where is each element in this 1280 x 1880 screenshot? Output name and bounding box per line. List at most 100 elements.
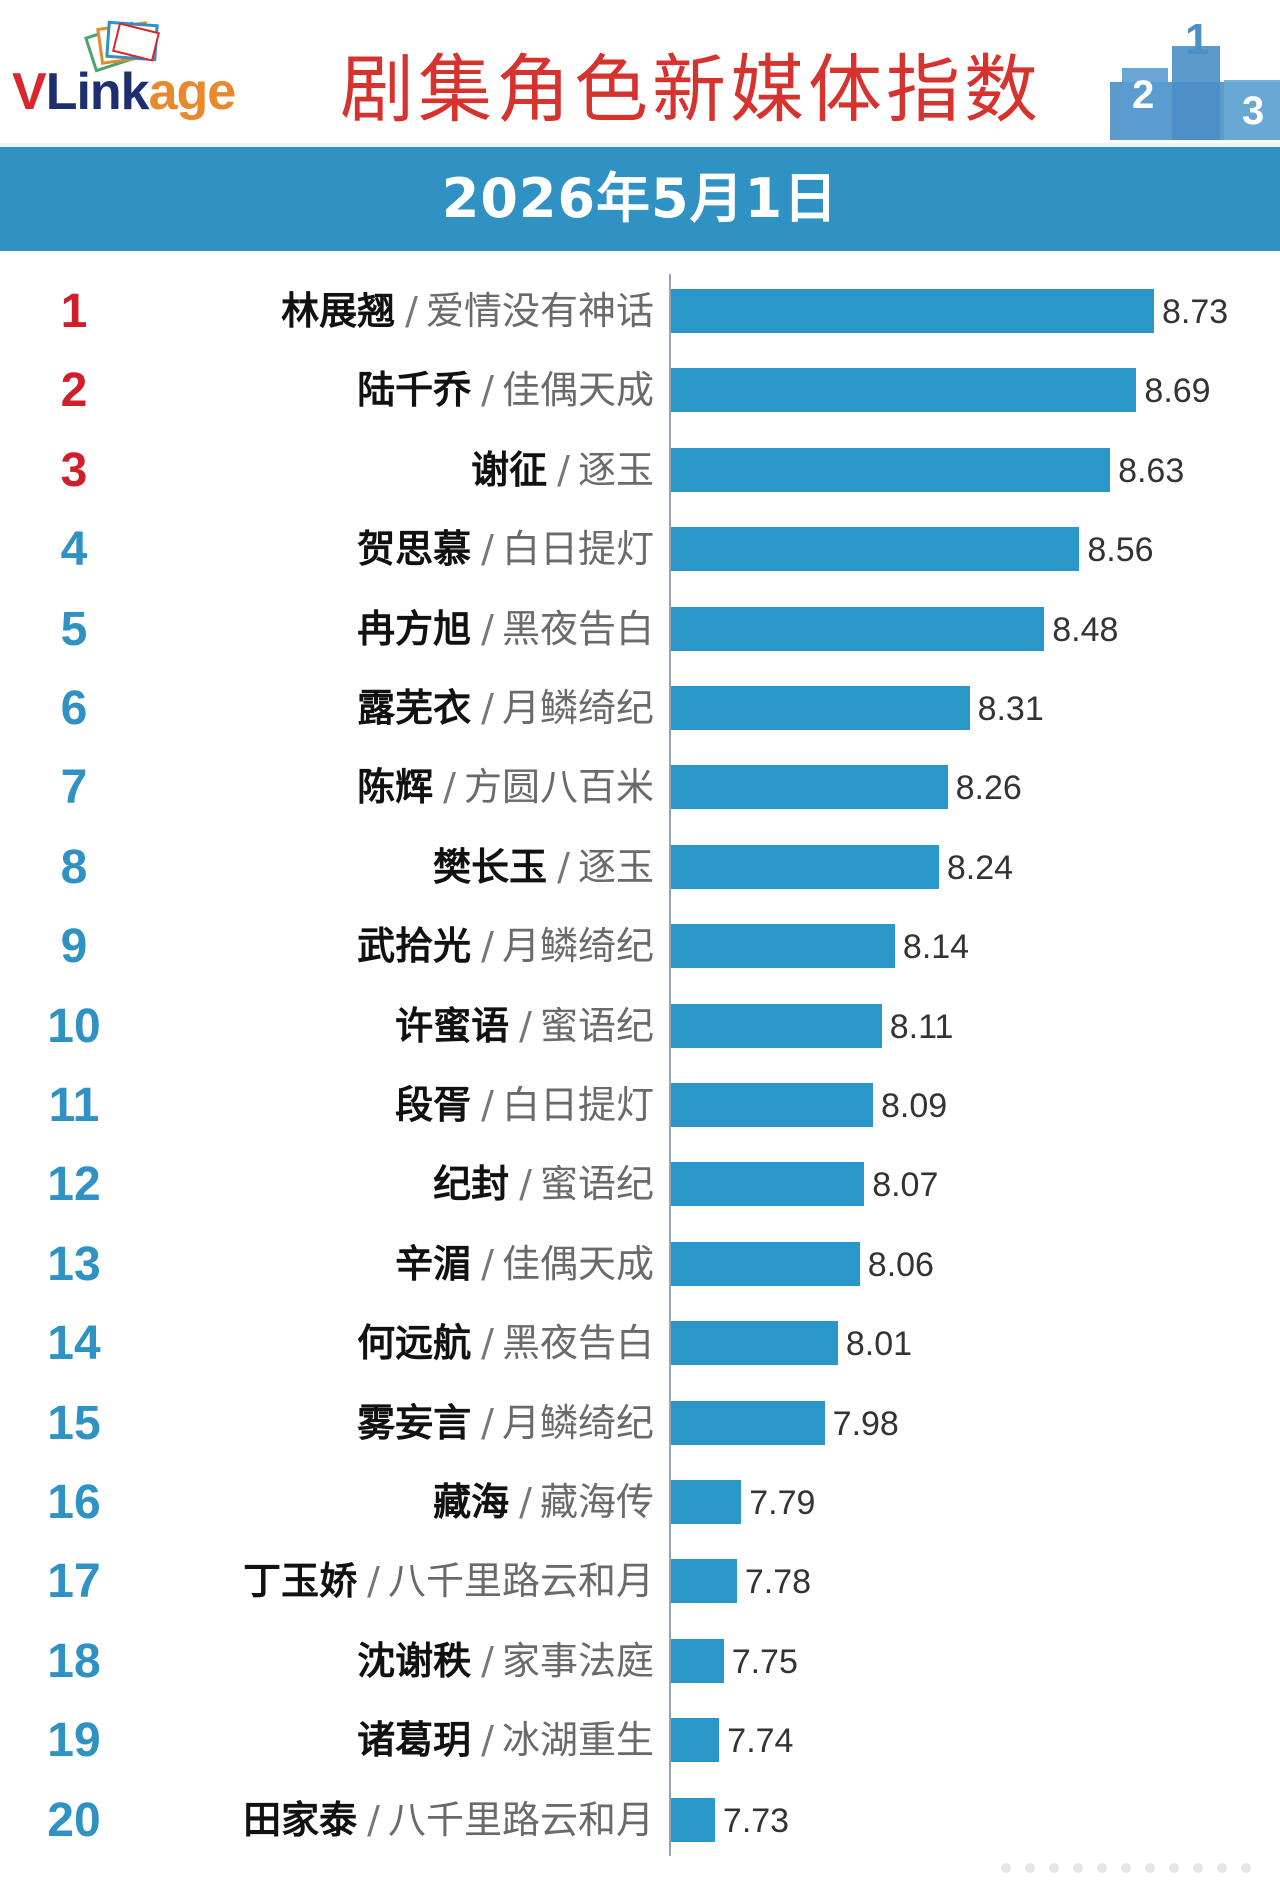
character-name: 沈谢秩 <box>357 1638 472 1683</box>
category-label: 雾妄言 / 月鳞绮纪 <box>357 1400 654 1446</box>
value-label: 7.73 <box>722 1801 790 1840</box>
bar <box>671 1241 860 1286</box>
ranking-bar-chart: 1 林展翘 / 爱情没有神话 8.73 2 陆千乔 / 佳偶天成 8.69 3 谢征 / 逐玉 8.63 4 贺… <box>0 270 1280 1860</box>
bar <box>671 1083 873 1127</box>
value-label: 8.69 <box>1144 372 1211 411</box>
podium-icon: 2 1 3 <box>1110 15 1280 140</box>
character-name: 雾妄言 <box>357 1400 472 1445</box>
bar <box>671 1480 742 1524</box>
character-name: 冉方旭 <box>357 606 472 651</box>
bar <box>671 289 1154 333</box>
chart-row: 10 许蜜语 / 蜜语纪 8.11 <box>0 985 1280 1064</box>
label-separator: / <box>481 368 494 413</box>
label-separator: / <box>481 606 494 651</box>
character-name: 武拾光 <box>357 924 472 969</box>
character-name: 许蜜语 <box>395 1003 510 1048</box>
category-label: 许蜜语 / 蜜语纪 <box>395 1003 654 1049</box>
category-label: 纪封 / 蜜语纪 <box>433 1161 654 1207</box>
category-label: 丁玉娇 / 八千里路云和月 <box>243 1558 654 1604</box>
bar <box>671 527 1080 572</box>
character-name: 纪封 <box>433 1162 510 1207</box>
value-label: 7.74 <box>727 1722 794 1761</box>
rank-number: 1 <box>60 285 88 338</box>
category-label: 陆千乔 / 佳偶天成 <box>357 367 654 413</box>
character-name: 何远航 <box>357 1321 472 1366</box>
label-separator: / <box>443 765 456 810</box>
bar <box>671 447 1111 492</box>
drama-title: 佳偶天成 <box>501 1241 654 1286</box>
svg-text:2: 2 <box>1132 73 1154 117</box>
chart-row: 8 樊长玉 / 逐玉 8.24 <box>0 826 1280 905</box>
drama-title: 月鳞绮纪 <box>501 686 654 730</box>
value-label: 8.07 <box>872 1166 939 1205</box>
drama-title: 蜜语纪 <box>539 1003 654 1048</box>
rank-number: 18 <box>47 1634 101 1688</box>
bar <box>671 1559 737 1604</box>
character-name: 丁玉娇 <box>243 1559 358 1604</box>
chart-row: 6 露芜衣 / 月鳞绮纪 8.31 <box>0 667 1280 746</box>
drama-title: 冰湖重生 <box>501 1718 654 1763</box>
value-label: 8.63 <box>1118 451 1185 490</box>
bar <box>671 765 948 810</box>
bar <box>671 686 970 730</box>
drama-title: 家事法庭 <box>501 1638 654 1683</box>
label-separator: / <box>519 1480 532 1524</box>
rank-number: 11 <box>48 1079 100 1132</box>
svg-text:1: 1 <box>1185 15 1209 64</box>
character-name: 林展翘 <box>281 289 396 333</box>
rank-number: 4 <box>60 523 88 577</box>
value-label: 8.24 <box>946 848 1014 887</box>
label-separator: / <box>519 1162 532 1207</box>
drama-title: 逐玉 <box>577 447 654 492</box>
value-label: 8.01 <box>845 1325 913 1364</box>
value-label: 8.31 <box>977 690 1044 728</box>
chart-row: 1 林展翘 / 爱情没有神话 8.73 <box>0 270 1280 349</box>
drama-title: 八千里路云和月 <box>387 1797 654 1842</box>
bar <box>671 1321 838 1366</box>
rank-number: 16 <box>47 1476 101 1529</box>
category-label: 陈辉 / 方圆八百米 <box>357 764 654 810</box>
label-separator: / <box>481 1321 494 1366</box>
logo-cards-icon <box>84 20 161 73</box>
chart-row: 17 丁玉娇 / 八千里路云和月 7.78 <box>0 1540 1280 1619</box>
category-label: 武拾光 / 月鳞绮纪 <box>357 923 654 969</box>
category-label: 沈谢秩 / 家事法庭 <box>357 1638 654 1684</box>
drama-title: 藏海传 <box>539 1480 654 1524</box>
bar <box>671 1797 715 1842</box>
bar <box>671 1003 882 1048</box>
category-label: 何远航 / 黑夜告白 <box>357 1320 654 1366</box>
character-name: 辛湄 <box>395 1241 472 1286</box>
label-separator: / <box>481 686 494 730</box>
drama-title: 逐玉 <box>577 844 654 889</box>
value-label: 8.06 <box>867 1245 934 1284</box>
svg-text:3: 3 <box>1242 89 1264 133</box>
rank-number: 19 <box>47 1714 101 1768</box>
label-separator: / <box>519 1003 532 1048</box>
chart-row: 2 陆千乔 / 佳偶天成 8.69 <box>0 349 1280 428</box>
label-separator: / <box>481 1241 494 1286</box>
category-label: 露芜衣 / 月鳞绮纪 <box>357 685 654 731</box>
rank-number: 3 <box>60 443 88 497</box>
vlinkage-logo: VLinkage <box>12 16 282 121</box>
rank-number: 2 <box>60 364 88 418</box>
value-label: 7.98 <box>832 1404 899 1443</box>
chart-row: 16 藏海 / 藏海传 7.79 <box>0 1461 1280 1540</box>
bar <box>671 924 895 969</box>
label-separator: / <box>367 1559 380 1604</box>
rank-number: 10 <box>47 999 101 1053</box>
rank-number: 13 <box>47 1237 101 1291</box>
rank-number: 15 <box>47 1396 101 1450</box>
chart-row: 3 谢征 / 逐玉 8.63 <box>0 429 1280 508</box>
drama-title: 月鳞绮纪 <box>501 924 654 969</box>
category-label: 段胥 / 白日提灯 <box>395 1082 654 1128</box>
drama-title: 黑夜告白 <box>501 1321 654 1366</box>
rank-number: 5 <box>60 602 88 656</box>
date-label: 2026年5月1日 <box>441 167 839 230</box>
bar <box>671 606 1045 651</box>
bar <box>671 1400 825 1445</box>
rank-number: 14 <box>47 1317 101 1371</box>
value-label: 7.78 <box>744 1563 812 1602</box>
chart-row: 19 诸葛玥 / 冰湖重生 7.74 <box>0 1699 1280 1778</box>
chart-row: 11 段胥 / 白日提灯 8.09 <box>0 1064 1280 1143</box>
drama-title: 白日提灯 <box>501 1083 654 1127</box>
